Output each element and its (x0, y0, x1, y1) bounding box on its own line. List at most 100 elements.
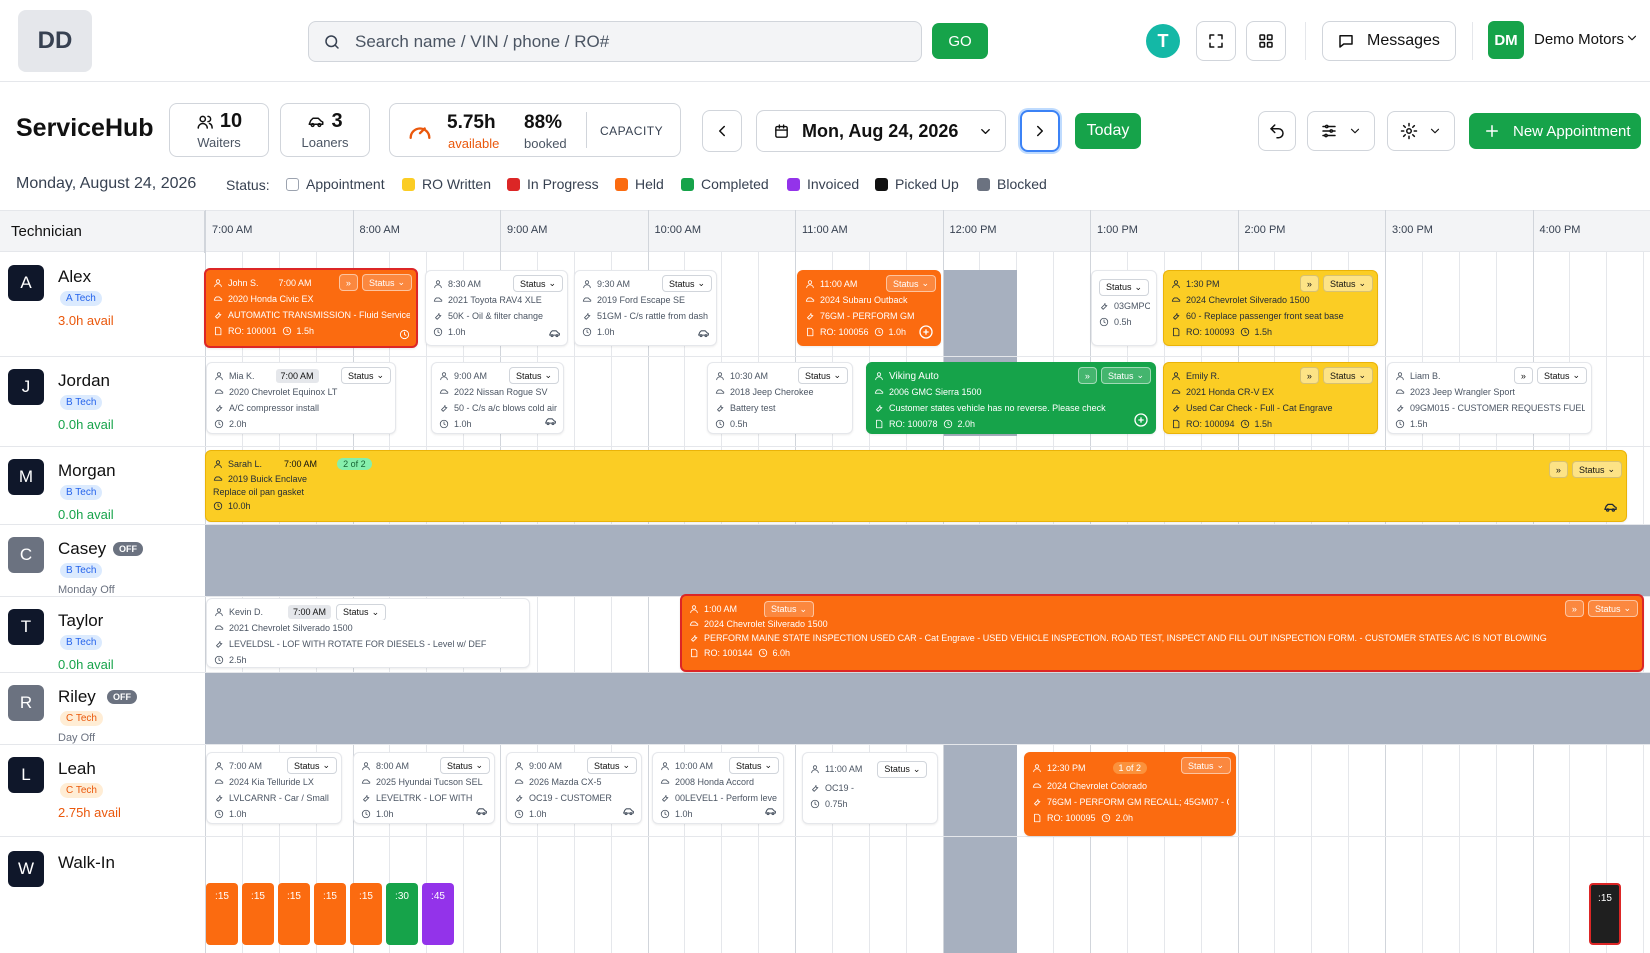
waiters-stat[interactable]: 10 Waiters (169, 103, 269, 157)
customer-name: John S. (228, 278, 259, 288)
next-day-button[interactable] (1020, 110, 1060, 152)
appointment-card[interactable]: Kevin D. 7:00 AM Status ⌄ 2021 Chevrolet Si… (206, 598, 530, 668)
add-circle-icon[interactable] (918, 324, 934, 340)
appointment-card[interactable]: Emily R. 2021 Honda CR-V EX Used Car Che… (1163, 362, 1378, 434)
walk-in-chip[interactable]: :15 (1589, 883, 1621, 945)
walk-in-chip[interactable]: :45 (422, 883, 454, 945)
status-dropdown[interactable]: Status ⌄ (1571, 461, 1622, 478)
technician-row[interactable]: L Leah C Tech 2.75h avail (0, 745, 205, 836)
new-appointment-button[interactable]: New Appointment (1469, 113, 1641, 149)
appointment-card[interactable]: 8:30 AM 2021 Toyota RAV4 XLE 50K - Oil &… (425, 270, 568, 346)
add-circle-icon[interactable] (1133, 412, 1149, 428)
appointment-card[interactable]: 1:30 PM 2024 Chevrolet Silverado 1500 60… (1163, 270, 1378, 346)
go-button[interactable]: GO (932, 23, 988, 59)
prev-day-button[interactable] (702, 110, 742, 152)
status-dropdown[interactable]: Status ⌄ (1180, 757, 1231, 774)
appointment-card[interactable]: 9:00 AM 2026 Mazda CX-5 OC19 - CUSTOMER … (506, 752, 642, 824)
status-dropdown[interactable]: Status ⌄ (336, 604, 387, 620)
technician-row[interactable]: W Walk-In (0, 837, 205, 953)
status-dropdown[interactable]: Status ⌄ (728, 757, 779, 774)
wrench-icon (1034, 799, 1041, 806)
walk-in-chip[interactable]: :15 (242, 883, 274, 945)
job-description: 00LEVEL1 - Perform level 1 (675, 793, 777, 803)
technician-row[interactable]: R Riley OFF C Tech Day Off (0, 673, 205, 744)
status-dropdown[interactable]: Status ⌄ (340, 367, 391, 384)
appointment-card[interactable]: 7:00 AM 2024 Kia Telluride LX LVLCARNR -… (206, 752, 342, 824)
technician-row[interactable]: T Taylor B Tech 0.0h avail (0, 597, 205, 672)
appointment-card[interactable]: Status ⌄ 03GMPC 0.5h (1091, 270, 1157, 346)
appointment-card[interactable]: 9:30 AM 2019 Ford Escape SE 51GM - C/s r… (574, 270, 717, 346)
forward-button[interactable]: » (1299, 367, 1319, 384)
appointment-card[interactable]: 9:00 AM 2022 Nissan Rogue SV 50 - C/s a/… (431, 362, 564, 434)
status-dropdown[interactable]: Status ⌄ (1322, 275, 1373, 292)
technician-avatar: C (8, 537, 44, 573)
appointment-card[interactable]: Sarah L. 7:00 AM 2 of 2 2019 Buick Enclave… (205, 450, 1627, 522)
forward-button[interactable]: » (1548, 461, 1568, 478)
status-dropdown[interactable]: Status ⌄ (797, 367, 848, 384)
forward-button[interactable]: » (338, 274, 358, 291)
messages-label: Messages (1367, 32, 1440, 49)
date-picker[interactable]: Mon, Aug 24, 2026 (756, 110, 1006, 152)
status-dropdown[interactable]: Status ⌄ (877, 760, 928, 778)
appointment-card[interactable]: Liam B. 2023 Jeep Wrangler Sport 09GM015… (1387, 362, 1592, 434)
status-dropdown[interactable]: Status ⌄ (586, 757, 637, 774)
app-logo[interactable]: DD (18, 10, 92, 72)
appointment-card[interactable]: 10:00 AM 2008 Honda Accord 00LEVEL1 - Pe… (652, 752, 784, 824)
appointment-card[interactable]: Viking Auto 2006 GMC Sierra 1500 Custome… (866, 362, 1156, 434)
messages-button[interactable]: Messages (1322, 21, 1456, 61)
walk-in-chip[interactable]: :15 (278, 883, 310, 945)
search-input[interactable] (355, 31, 875, 52)
technician-row[interactable]: J Jordan B Tech 0.0h avail (0, 357, 205, 446)
forward-button[interactable]: » (1299, 275, 1319, 292)
filter-button[interactable] (1307, 111, 1375, 151)
walk-in-chip[interactable]: :15 (314, 883, 346, 945)
status-dropdown[interactable]: Status ⌄ (1100, 367, 1151, 384)
today-button[interactable]: Today (1075, 113, 1141, 149)
appointment-card[interactable]: 8:00 AM 2025 Hyundai Tucson SEL LEVELTRK… (353, 752, 495, 824)
loaners-stat[interactable]: 3 Loaners (280, 103, 370, 157)
capacity-stat[interactable]: 5.75h available 88% booked CAPACITY (389, 103, 681, 157)
appointment-card[interactable]: Mia K. 7:00 AM 2020 Chevrolet Equinox LT … (206, 362, 396, 434)
status-dropdown[interactable]: Status ⌄ (286, 757, 337, 774)
appointment-card[interactable]: John S. 7:00 AM 2020 Honda Civic EX AUTOM… (204, 268, 418, 348)
ro-number: RO: 100094 (1186, 419, 1235, 429)
status-dropdown[interactable]: Status ⌄ (1536, 367, 1587, 384)
appointment-card[interactable]: 1:00 AM Status ⌄ 2024 Chevrolet Silverado … (680, 594, 1644, 672)
forward-button[interactable]: » (1513, 367, 1533, 384)
forward-button[interactable]: » (1564, 600, 1584, 617)
walk-in-chip[interactable]: :30 (386, 883, 418, 945)
apps-grid-button[interactable] (1246, 21, 1286, 61)
walk-in-chip[interactable]: :15 (350, 883, 382, 945)
settings-button[interactable] (1387, 111, 1455, 151)
fullscreen-button[interactable] (1196, 21, 1236, 61)
appointment-card[interactable]: 10:30 AM 2018 Jeep Cherokee Battery test… (707, 362, 853, 434)
status-dropdown[interactable]: Status ⌄ (439, 757, 490, 774)
status-dropdown[interactable]: Status ⌄ (512, 275, 563, 292)
status-dropdown[interactable]: Status ⌄ (1587, 600, 1638, 617)
status-dropdown[interactable]: Status ⌄ (764, 601, 815, 617)
appointment-card[interactable]: 11:00 AM Status ⌄ OC19 - 0.75h (802, 752, 938, 824)
search-box[interactable] (308, 21, 922, 62)
booked-label: booked (524, 136, 567, 151)
dealer-avatar[interactable]: DM (1488, 21, 1524, 59)
appointment-card[interactable]: 11:00 AM 2024 Subaru Outback 76GM - PERF… (797, 270, 941, 346)
status-dropdown[interactable]: Status ⌄ (508, 367, 559, 384)
status-dropdown[interactable]: Status ⌄ (885, 275, 936, 292)
vehicle: 2023 Jeep Wrangler Sport (1410, 387, 1515, 397)
walk-in-chip[interactable]: :15 (206, 883, 238, 945)
technician-row[interactable]: C Casey OFF B Tech Monday Off (0, 525, 205, 596)
chevron-down-icon[interactable] (1625, 31, 1639, 45)
technician-row[interactable]: M Morgan B Tech 0.0h avail (0, 447, 205, 524)
status-dropdown[interactable]: Status ⌄ (361, 274, 412, 291)
undo-button[interactable] (1258, 111, 1296, 151)
status-dropdown[interactable]: Status ⌄ (661, 275, 712, 292)
dealer-name[interactable]: Demo Motors (1534, 31, 1625, 48)
appointment-card[interactable]: 12:30 PM 1 of 2 2024 Chevrolet Colorado 7… (1024, 752, 1236, 836)
technician-name: Riley (58, 687, 96, 706)
technician-row[interactable]: A Alex A Tech 3.0h avail (0, 253, 205, 356)
user-avatar[interactable]: T (1146, 24, 1180, 58)
appointment-time: 9:00 AM (454, 371, 488, 381)
forward-button[interactable]: » (1077, 367, 1097, 384)
status-dropdown[interactable]: Status ⌄ (1322, 367, 1373, 384)
status-dropdown[interactable]: Status ⌄ (1099, 278, 1150, 296)
